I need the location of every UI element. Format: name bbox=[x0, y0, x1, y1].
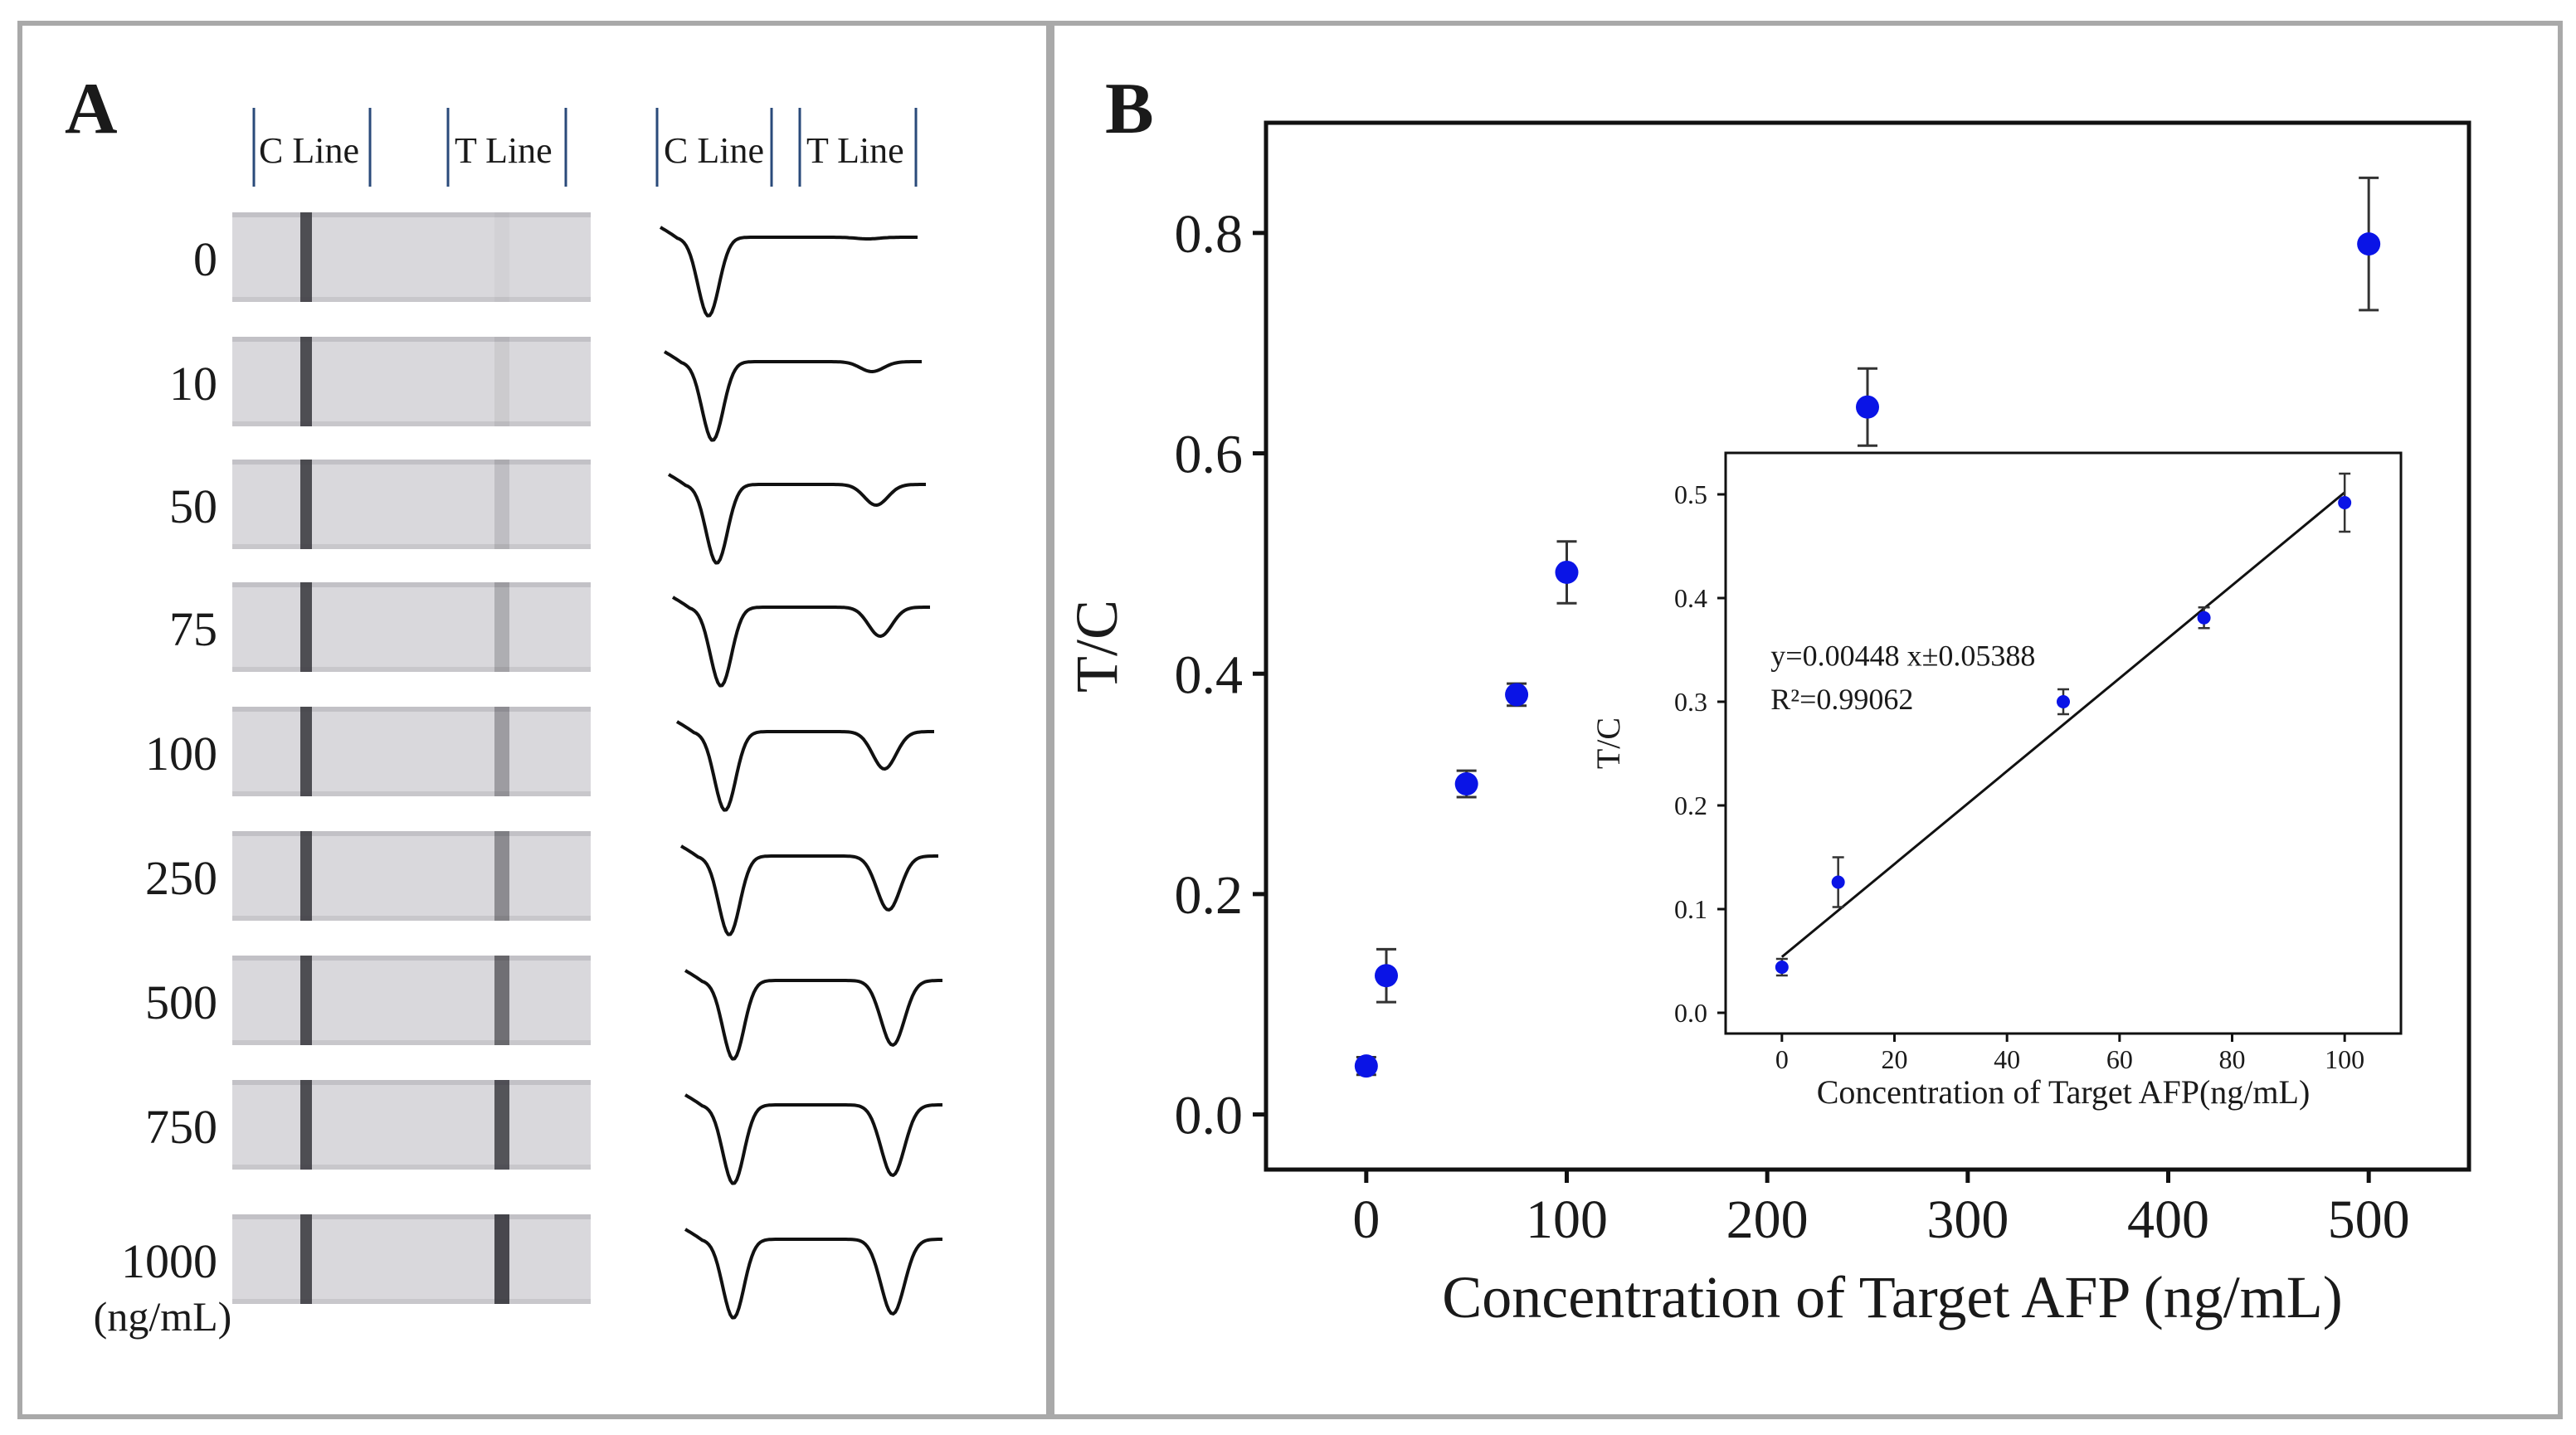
intensity-trace bbox=[684, 1093, 942, 1185]
x-tick-label: 40 bbox=[1994, 1044, 2020, 1074]
intensity-trace bbox=[684, 969, 942, 1061]
plot-area bbox=[1724, 451, 2403, 1035]
t-line-band bbox=[494, 707, 509, 796]
data-point bbox=[1856, 395, 1879, 419]
x-tick-label: 100 bbox=[1526, 1189, 1608, 1250]
intensity-trace bbox=[675, 720, 934, 812]
test-strip bbox=[232, 956, 591, 1045]
y-axis-label: T/C bbox=[1590, 718, 1627, 769]
t-line-band bbox=[494, 337, 509, 426]
x-tick-label: 100 bbox=[2325, 1044, 2364, 1074]
x-axis-label: Concentration of Target AFP(ng/mL) bbox=[1817, 1073, 2311, 1111]
c-line-band bbox=[300, 460, 312, 549]
x-tick-label: 80 bbox=[2219, 1044, 2246, 1074]
y-tick-label: 0.2 bbox=[1674, 790, 1707, 820]
concentration-label: 500 bbox=[145, 975, 217, 1029]
c-line-band bbox=[300, 1080, 312, 1170]
test-strip bbox=[232, 337, 591, 426]
x-tick-label: 300 bbox=[1926, 1189, 2009, 1250]
t-line-band bbox=[494, 831, 509, 921]
intensity-trace bbox=[667, 473, 926, 565]
test-strip bbox=[232, 582, 591, 672]
panel-a-label: A bbox=[65, 69, 118, 149]
c-line-band bbox=[300, 831, 312, 921]
data-point bbox=[2357, 232, 2381, 256]
y-axis-label: T/C bbox=[1064, 600, 1130, 693]
concentration-label: 250 bbox=[145, 851, 217, 905]
y-tick-label: 0.6 bbox=[1175, 425, 1244, 485]
trace-header-c: C Line bbox=[664, 130, 764, 171]
t-line-band bbox=[494, 212, 509, 302]
concentration-label: 750 bbox=[145, 1100, 217, 1154]
intensity-trace bbox=[684, 1228, 942, 1320]
c-line-band bbox=[300, 707, 312, 796]
y-tick-label: 0.5 bbox=[1674, 479, 1707, 509]
data-point bbox=[2197, 610, 2211, 625]
x-tick-label: 500 bbox=[2328, 1189, 2410, 1250]
intensity-trace bbox=[671, 596, 930, 688]
x-tick-label: 400 bbox=[2127, 1189, 2209, 1250]
y-tick-label: 0.0 bbox=[1674, 998, 1707, 1028]
c-line-band bbox=[300, 1214, 312, 1304]
t-line-band bbox=[494, 460, 509, 549]
data-point bbox=[1555, 560, 1579, 584]
data-point bbox=[1454, 772, 1478, 796]
r-squared: R²=0.99062 bbox=[1770, 683, 1913, 716]
x-tick-label: 60 bbox=[2106, 1044, 2133, 1074]
trace-header-t: T Line bbox=[806, 130, 904, 171]
data-point bbox=[1831, 875, 1845, 889]
panel-a: C Line T Line C Line T Line 0 10 50 75 100 250 500… bbox=[94, 108, 942, 1340]
intensity-trace bbox=[659, 226, 918, 318]
t-line-band bbox=[494, 1080, 509, 1170]
y-tick-label: 0.0 bbox=[1175, 1086, 1244, 1146]
y-tick-label: 0.4 bbox=[1175, 645, 1244, 705]
y-tick-label: 0.8 bbox=[1175, 204, 1244, 265]
data-point bbox=[1775, 961, 1789, 974]
x-tick-label: 200 bbox=[1726, 1189, 1809, 1250]
test-strip bbox=[232, 1214, 591, 1304]
concentration-label: 0 bbox=[193, 232, 217, 286]
concentration-label: 1000 bbox=[121, 1234, 217, 1288]
intensity-trace bbox=[663, 350, 922, 442]
concentration-label: 50 bbox=[169, 479, 217, 533]
fit-equation: y=0.00448 x±0.05388 bbox=[1770, 639, 2035, 672]
y-tick-label: 0.3 bbox=[1674, 687, 1707, 717]
t-line-band bbox=[494, 1214, 509, 1304]
strip-header-t: T Line bbox=[455, 130, 553, 171]
data-point bbox=[1375, 964, 1398, 988]
y-tick-label: 0.2 bbox=[1175, 865, 1244, 926]
data-point bbox=[2338, 496, 2352, 509]
data-point bbox=[1354, 1054, 1378, 1078]
c-line-band bbox=[300, 582, 312, 672]
inset-chart: 0 20 40 60 80 100 0.0 0.1 0.2 0.3 0.4 0.5 Concentrat… bbox=[1590, 451, 2403, 1111]
c-line-band bbox=[300, 956, 312, 1045]
t-line-band bbox=[494, 956, 509, 1045]
fit-line bbox=[1780, 491, 2346, 958]
x-tick-label: 0 bbox=[1775, 1044, 1789, 1074]
y-tick-label: 0.4 bbox=[1674, 583, 1707, 613]
strip-header-c: C Line bbox=[259, 130, 359, 171]
test-strip bbox=[232, 831, 591, 921]
test-strip bbox=[232, 460, 591, 549]
test-strip bbox=[232, 212, 591, 302]
data-point bbox=[2057, 695, 2070, 708]
x-axis-label: Concentration of Target AFP (ng/mL) bbox=[1442, 1264, 2342, 1330]
concentration-label: 75 bbox=[169, 602, 217, 656]
x-tick-label: 20 bbox=[1882, 1044, 1908, 1074]
unit-label: (ng/mL) bbox=[94, 1293, 232, 1340]
c-line-band bbox=[300, 212, 312, 302]
concentration-label: 100 bbox=[145, 727, 217, 781]
test-strip bbox=[232, 1080, 591, 1170]
concentration-label: 10 bbox=[169, 357, 217, 411]
x-tick-label: 0 bbox=[1352, 1189, 1380, 1250]
panel-b-label: B bbox=[1105, 69, 1154, 149]
c-line-band bbox=[300, 337, 312, 426]
intensity-trace bbox=[679, 844, 938, 936]
y-tick-label: 0.1 bbox=[1674, 894, 1707, 924]
data-point bbox=[1505, 683, 1529, 707]
test-strip bbox=[232, 707, 591, 796]
t-line-band bbox=[494, 582, 509, 672]
